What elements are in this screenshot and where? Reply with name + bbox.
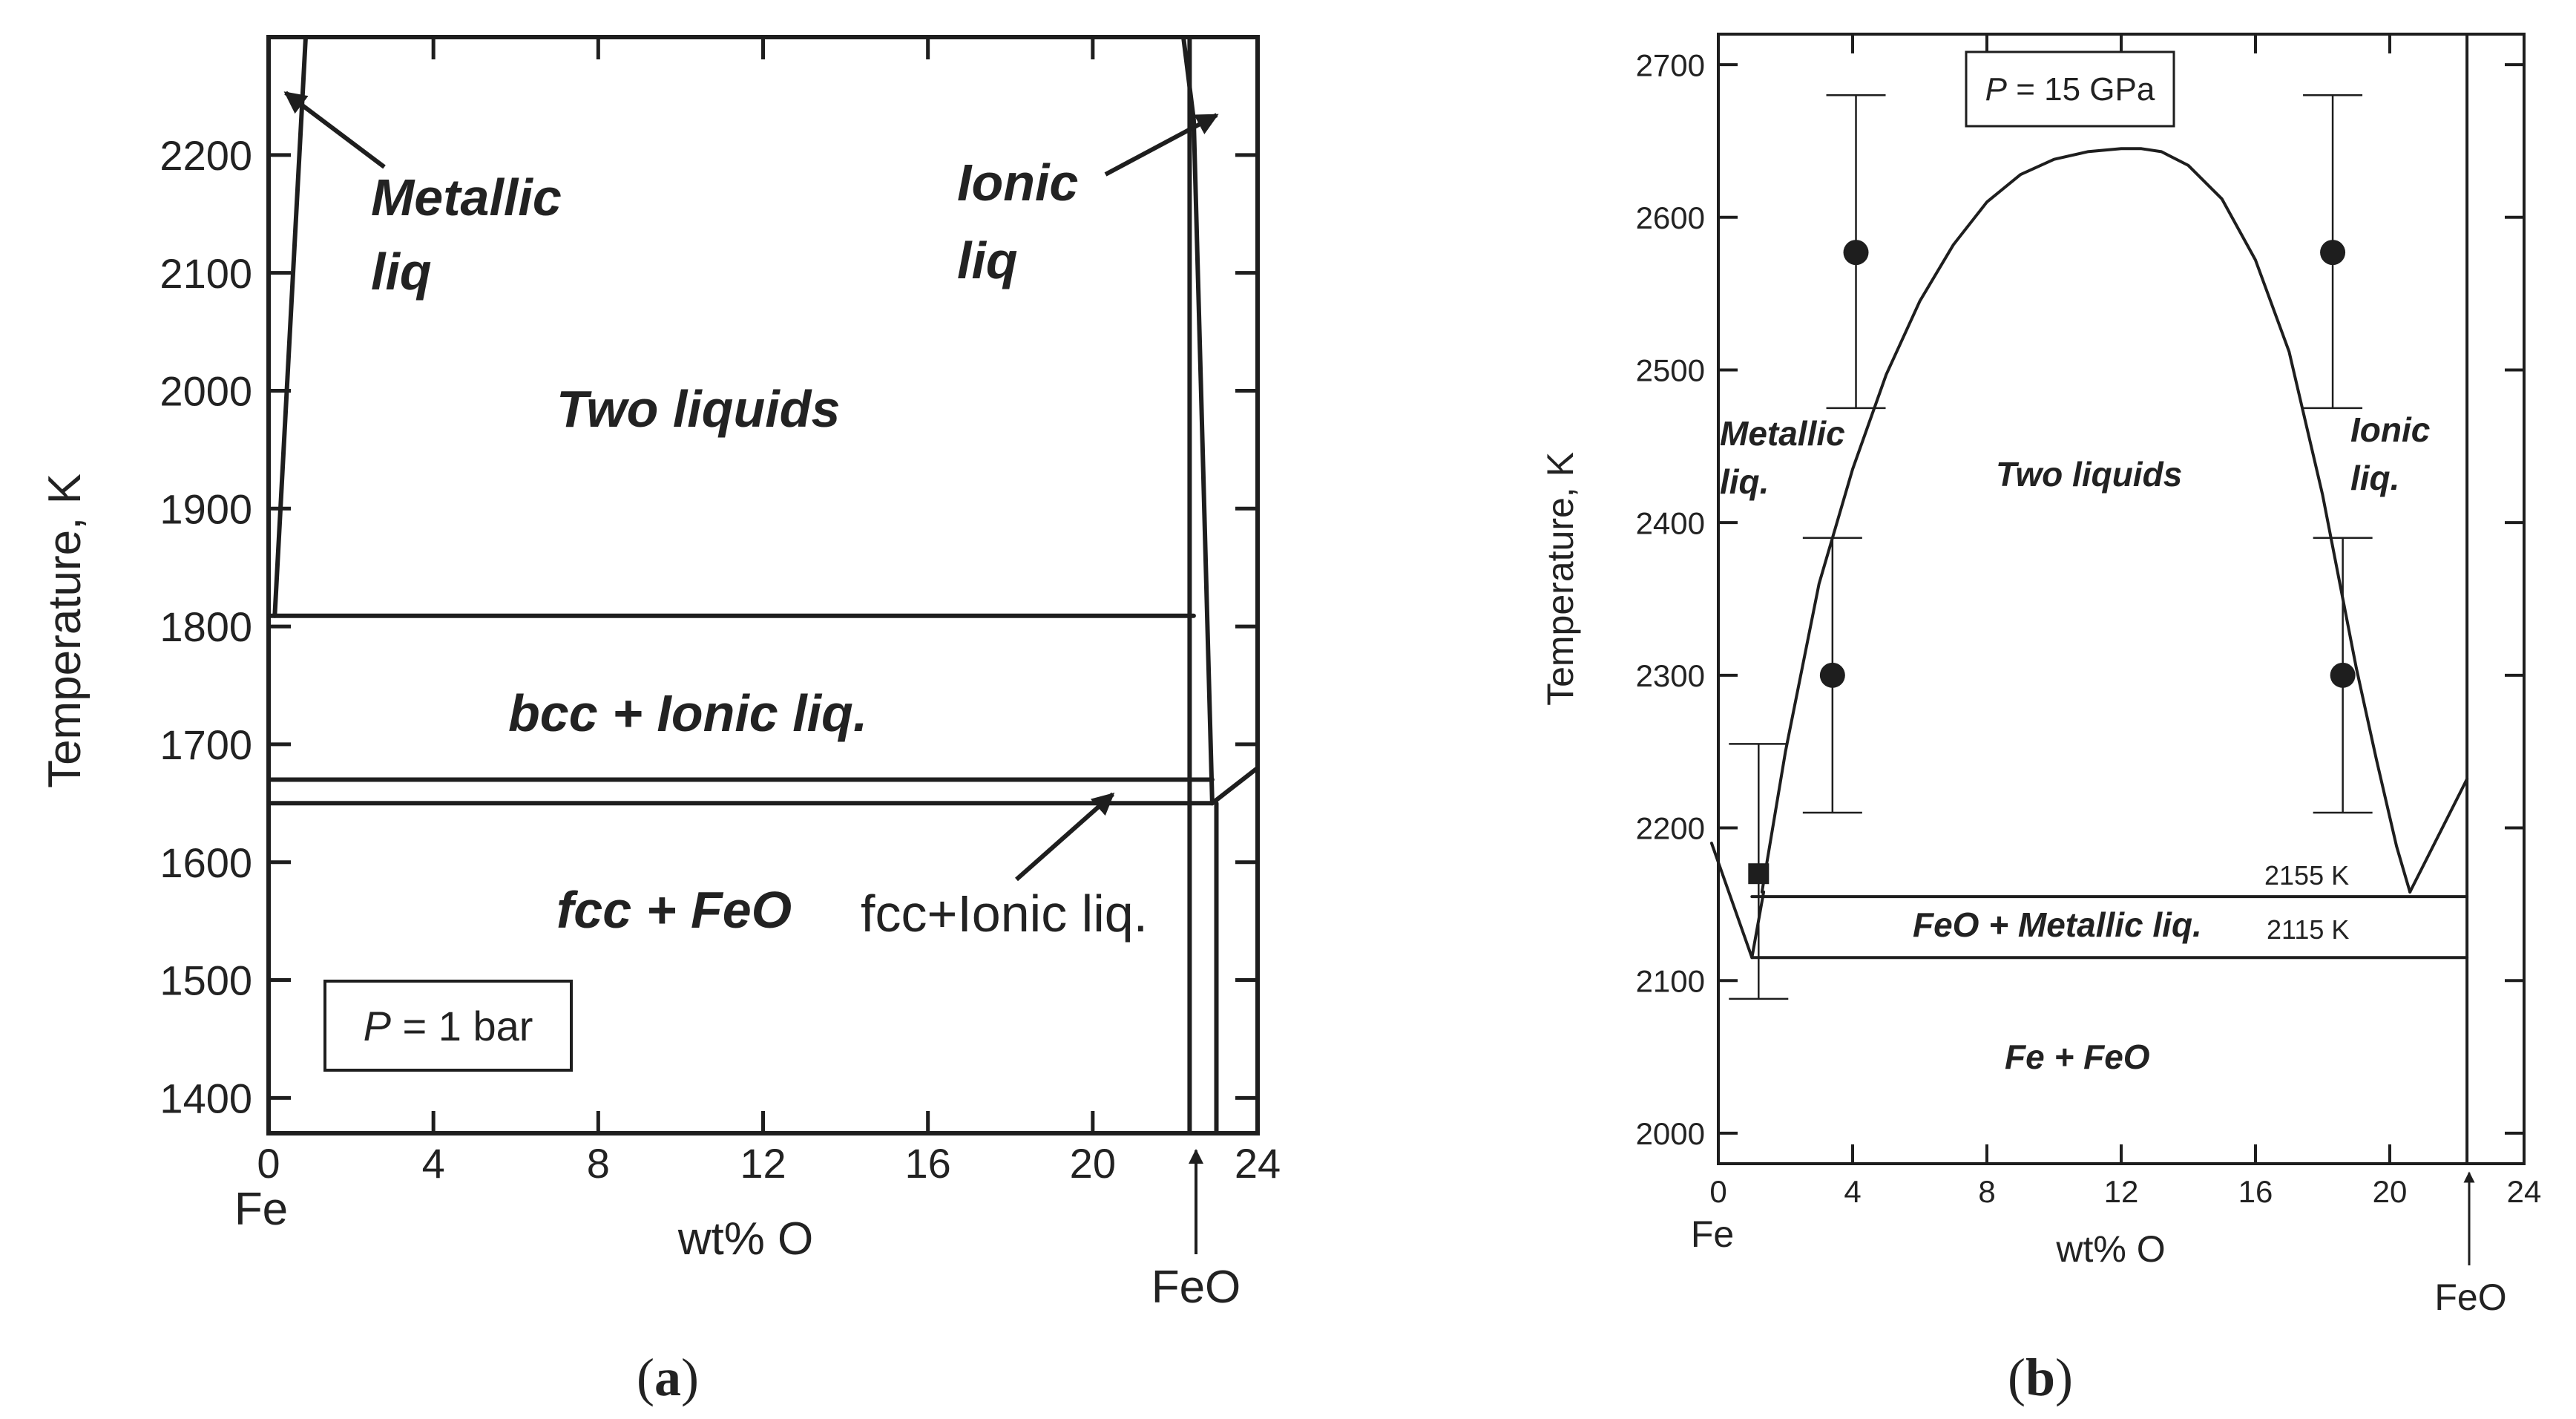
panel-a-x-tick-label: 4: [422, 1140, 445, 1187]
panel-a-y-tick-label: 2200: [160, 132, 252, 179]
panel-a-pressure-symbol: P: [364, 1003, 391, 1049]
panel-a-caption-letter: a: [654, 1348, 681, 1407]
panel-b-y-tick-label: 2700: [1636, 47, 1705, 82]
panel-a-pressure-value: = 1 bar: [391, 1003, 533, 1049]
panel-a-caption-open: (: [637, 1348, 654, 1407]
panel-a-bcc-ionic-liq-label: bcc + Ionic liq.: [508, 684, 867, 742]
panel-a-y-tick-label: 1700: [160, 721, 252, 768]
panel-a-metallic-arrow: [283, 91, 386, 169]
panel-b-phase-boundary: [2408, 777, 2469, 894]
panel-b-x-tick-label: 12: [2104, 1174, 2139, 1209]
panel-a-x-tick-label: 16: [905, 1140, 951, 1187]
panel-a-y-tick-label: 1500: [160, 957, 252, 1004]
panel-b-feo-end-label: FeO: [2434, 1277, 2506, 1318]
panel-a-x-tick-label: 8: [587, 1140, 610, 1187]
panel-a-pressure-label: P = 1 bar: [364, 1003, 533, 1049]
panel-a-x-tick-label: 0: [257, 1140, 280, 1187]
panel-a-y-tick-label: 1800: [160, 603, 252, 650]
panel-b-pressure-symbol: P: [1985, 71, 2008, 108]
panel-a-ionic-liq-label-line1: Ionic: [957, 154, 1078, 212]
panel-b-fe-feo-label: Fe + FeO: [2005, 1038, 2150, 1076]
panel-b-feo-metallic-liq-label: FeO + Metallic liq.: [1913, 905, 2202, 944]
panel-b-y-tick-label: 2300: [1636, 658, 1705, 693]
panel-a-y-tick-label: 2100: [160, 250, 252, 297]
panel-b-pressure-value: = 15 GPa: [2007, 71, 2155, 108]
panel-a-y-tick-label: 1400: [160, 1075, 252, 1122]
panel-b-data-point-square: [1748, 863, 1770, 885]
panel-b-data-point: [1843, 240, 1869, 266]
panel-b-y-tick-label: 2100: [1636, 963, 1705, 998]
panel-b-plot-area: 2000 2100 2200 2300 2400 2500 2600 2700 0 4 8 12 16 2…: [1636, 33, 2542, 1209]
panel-a-fcc-ionic-arrow: [1015, 792, 1115, 882]
panel-a-phase-diagram: 1400 1500 1600 1700 1800 1900 2000 2100 2200 0 4 8 1…: [39, 35, 1281, 1407]
panel-b-data-point: [1819, 662, 1845, 688]
panel-b-x-tick-label: 8: [1978, 1174, 1995, 1209]
panel-b-y-tick-label: 2500: [1636, 353, 1705, 388]
panel-b-fe-end-label: Fe: [1691, 1213, 1734, 1255]
panel-a-x-tick-label: 24: [1235, 1140, 1281, 1187]
panel-a-y-tick-label: 1900: [160, 485, 252, 532]
panel-a-two-liquids-label: Two liquids: [556, 380, 840, 438]
panel-b-data-point: [2320, 240, 2346, 266]
panel-a-caption-close: ): [681, 1348, 699, 1407]
panel-b-x-axis-label: wt% O: [2055, 1228, 2165, 1270]
panel-b-axes-frame: [1717, 33, 2526, 1165]
panel-a-fe-end-label: Fe: [234, 1184, 288, 1235]
panel-b-phase-boundary: [1760, 147, 2412, 894]
panel-a-ionic-arrow: [1104, 113, 1219, 177]
panel-b-two-liquids-label: Two liquids: [1996, 455, 2182, 494]
panel-a-ionic-liq-label-line2: liq: [957, 232, 1018, 289]
panel-b-y-tick-label: 2000: [1636, 1116, 1705, 1151]
panel-a-pressure-box: [323, 980, 573, 1072]
panel-b-caption-close: ): [2055, 1348, 2073, 1407]
panel-a-x-tick-label: 20: [1070, 1140, 1116, 1187]
panel-b-data-point: [2330, 662, 2356, 688]
panel-a-x-tick-label: 12: [740, 1140, 786, 1187]
panel-b-y-axis-label: Temperature, K: [1540, 452, 1581, 706]
panel-b-x-tick-label: 16: [2238, 1174, 2273, 1209]
panel-b-y-tick-label: 2600: [1636, 200, 1705, 235]
panel-a-plot-area: 1400 1500 1600 1700 1800 1900 2000 2100 2200 0 4 8 1…: [160, 35, 1281, 1187]
panel-b-caption: (b): [2008, 1348, 2073, 1407]
panel-b-x-tick-label: 24: [2507, 1174, 2542, 1209]
panel-a-y-tick-label: 1600: [160, 839, 252, 886]
panel-b-phase-diagram: 2000 2100 2200 2300 2400 2500 2600 2700 0 4 8 12 16 2…: [1540, 33, 2542, 1407]
panel-b-caption-letter: b: [2025, 1348, 2055, 1407]
panel-a-fcc-feo-label: fcc + FeO: [556, 881, 792, 939]
panel-b-metallic-liq-label-line2: liq.: [1720, 462, 1769, 501]
panel-a-phase-boundary: [1181, 35, 1215, 806]
panel-b-caption-open: (: [2008, 1348, 2025, 1407]
panel-a-caption: (a): [637, 1348, 699, 1407]
panel-b-isotherm-2115-label: 2115 K: [2267, 914, 2349, 945]
panel-b-ionic-liq-label-line2: liq.: [2350, 459, 2399, 497]
panel-b-pressure-label: P = 15 GPa: [1985, 71, 2155, 108]
panel-b-metallic-liq-label-line1: Metallic: [1720, 414, 1845, 453]
panel-a-feo-end-label: FeO: [1151, 1262, 1241, 1313]
panel-b-y-tick-label: 2200: [1636, 811, 1705, 846]
panel-b-x-tick-label: 20: [2373, 1174, 2408, 1209]
panel-b-x-tick-label: 0: [1709, 1174, 1726, 1209]
panel-b-isotherm-2155-label: 2155 K: [2264, 860, 2349, 891]
panel-b-ionic-liq-label-line1: Ionic: [2350, 410, 2430, 449]
panel-a-phase-boundary: [1209, 765, 1260, 806]
panel-a-fcc-ionic-liq-label: fcc+Ionic liq.: [861, 885, 1148, 943]
panel-a-metallic-liq-label-line1: Metallic: [371, 168, 562, 226]
panel-a-phase-boundary: [272, 35, 308, 618]
panel-b-x-tick-label: 4: [1844, 1174, 1861, 1209]
panel-a-y-tick-label: 2000: [160, 368, 252, 415]
panel-b-y-tick-label: 2400: [1636, 505, 1705, 540]
panel-a-x-axis-label: wt% O: [677, 1213, 814, 1265]
panel-b-pressure-box: [1965, 50, 2175, 128]
panel-a-metallic-liq-label-line2: liq: [371, 243, 432, 301]
panel-a-y-axis-label: Temperature, K: [39, 473, 91, 788]
